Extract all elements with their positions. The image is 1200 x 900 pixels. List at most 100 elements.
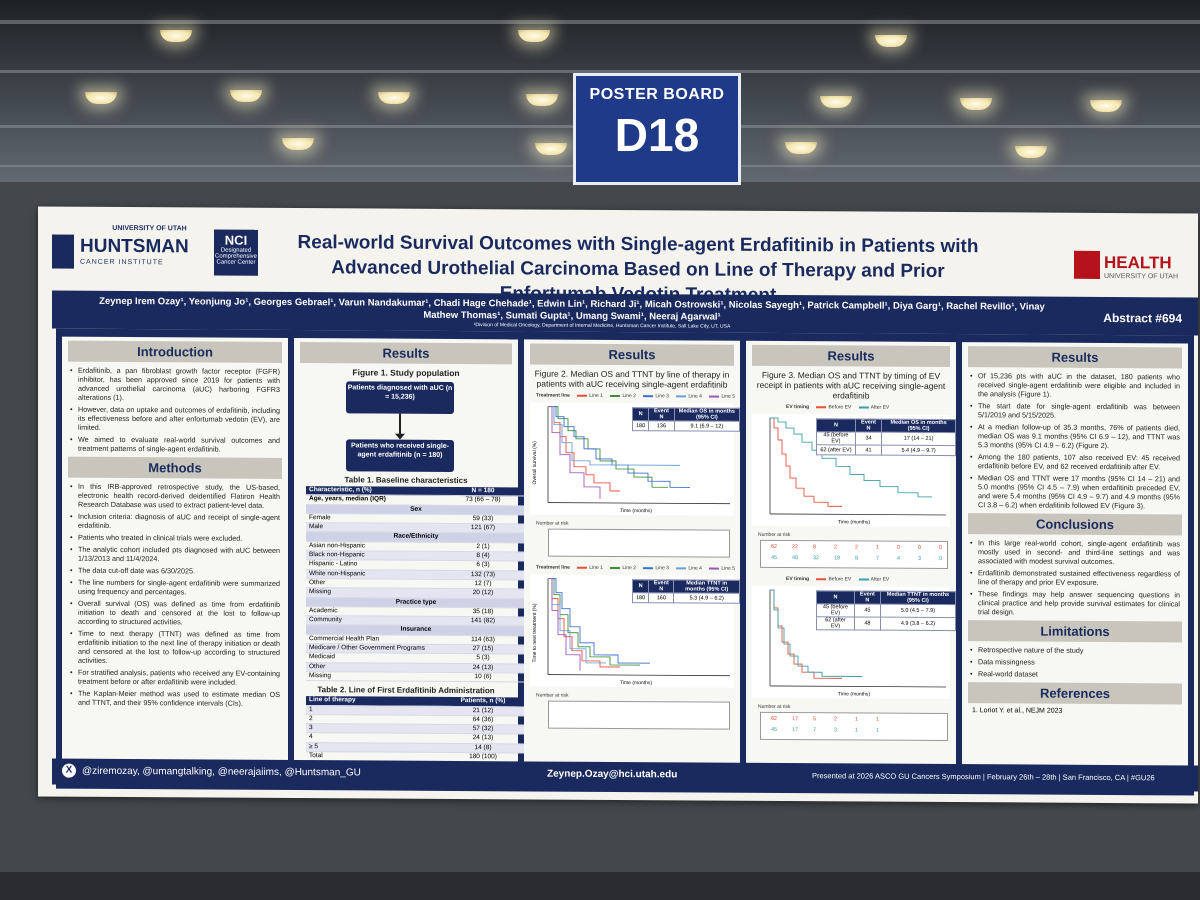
intro-header: Introduction [68,340,282,363]
row-value: 10 (6) [440,672,526,683]
risk-count: 40 [792,555,799,562]
bullet-item: We aimed to evaluate real-world survival… [78,435,280,454]
ceiling-light [960,98,992,110]
row-value: 21 (12) [440,705,526,716]
row-value: 141 (82) [440,616,526,627]
references-header: References [968,682,1182,705]
row-label: Age, years, median (IQR) [306,494,440,506]
column-summary: Results Of 15,236 pts with aUC in the da… [962,342,1188,774]
social-handles: @ziremozay, @umangtalking, @neerajaiims,… [82,765,361,779]
row-value: 24 (13) [440,663,526,673]
limitations-bullets: Retrospective nature of the study Data mi… [962,645,1188,679]
fig3-legend-top: EV timing Before EV After EV [786,404,890,411]
risk-count: 0 [918,544,922,551]
risk-count: 1 [855,716,859,723]
row-value: 14 (8) [440,743,526,753]
bullet-item: Of 15,236 pts with aUC in the dataset, 1… [978,371,1180,399]
ev-ttnt-summary-table: N Event N Median TTNT in months (95% CI) 4… [816,590,956,631]
huntsman-logo: UNIVERSITY OF UTAH HUNTSMAN CANCER INSTI… [52,225,258,280]
row-value: 114 (63) [440,635,526,645]
presented-at: Presented at 2026 ASCO GU Cancers Sympos… [812,771,1155,783]
row-label: Asian non-Hispanic [306,541,440,552]
bullet-item: Erdafitinib demonstrated sustained effec… [978,568,1180,587]
fig2-risk-label: Number at risk [536,520,569,527]
bullet-item: Erdafitinib, a pan fibroblast growth fac… [78,366,280,403]
ceiling-light [160,30,192,42]
row-value: 6 (3) [440,560,526,571]
risk-count: 17 [792,716,799,723]
km-ttnt-by-line: Time to next treatment (%) Time (months) [530,574,734,688]
risk-count: 4 [897,555,901,562]
km-os-by-line: Overall survival (%) Time (months) [530,402,734,516]
row-value: 5 (3) [440,653,526,664]
row-label: Medicaid [306,652,440,664]
bullet-item: Median OS and TTNT were 17 months (95% C… [978,473,1180,510]
ttnt-summary-table: N Event N Median TTNT in months (95% CI) 1… [632,579,740,604]
board-number: D18 [614,109,700,161]
intro-bullets: Erdafitinib, a pan fibroblast growth fac… [62,366,288,454]
km-os-by-ev: Time (months) [752,413,950,528]
author-list: Zeynep Irem Ozay¹, Yeonjung Jo¹, Georges… [99,295,1045,323]
row-value: 20 (12) [440,588,526,599]
bullet-item: The data cut-off date was 6/30/2025. [78,566,280,576]
row-label: Black non-Hispanic [306,550,440,561]
bullet-item: However, data on uptake and outcomes of … [78,405,280,433]
bullet-item: The analytic cohort included pts diagnos… [78,545,280,564]
y-axis-label: Overall survival (%) [532,441,538,485]
nci-badge: NCI Designated Comprehensive Cancer Cente… [214,229,258,276]
ev-os-summary-table: N Event N Median OS in months (95% CI) 45 … [816,418,956,456]
risk-count: 17 [792,727,799,734]
bullet-item: Inclusion criteria: diagnosis of aUC and… [78,512,280,531]
ceiling-light [230,90,262,102]
block-u-icon [1074,250,1100,279]
bullet-item: Real-world dataset [978,669,1180,679]
row-value: 24 (13) [440,733,526,744]
risk-count: 32 [813,555,820,562]
risk-count: 18 [834,555,841,562]
ceiling-light [820,96,852,108]
risk-count: 1 [855,727,859,734]
column-results-tables: Results Figure 1. Study population Patie… [294,338,526,770]
poster-body: Introduction Erdafitinib, a pan fibrobla… [56,328,1194,796]
table-row: Missing 10 (6) [306,671,526,683]
reference-item: 1. Loriot Y. et al., NEJM 2023 [972,707,1063,715]
row-label: Characteristic, n (%) [306,486,440,496]
row-label: Missing [306,671,440,682]
ev-risk-table-ttnt: 62 17 5 2 1 1 45 17 7 3 1 1 [760,711,948,742]
figure2-title: Figure 2. Median OS and TTNT by line of … [534,368,730,390]
risk-count: 7 [876,555,880,562]
huntsman-mark-icon [52,234,74,269]
risk-count: 22 [792,544,799,551]
bullet-item: At a median follow-up of 35.3 months, 76… [978,422,1180,450]
bullet-item: For stratified analysis, patients who re… [78,668,280,687]
u-health-logo: HEALTH UNIVERSITY OF UTAH [1074,250,1184,288]
risk-count: 1 [876,544,880,551]
poster-board-sign: POSTER BOARD D18 [573,73,741,185]
fig2-legend-top: Treatment line Line 1 Line 2 Line 3 Line… [536,392,735,400]
ceiling-light [518,30,550,42]
row-value: 132 (73) [440,570,526,580]
results1-header: Results [300,342,512,365]
row-label: Academic [306,606,440,617]
abstract-number: Abstract #694 [1103,310,1182,326]
row-value: 35 (18) [440,607,526,618]
risk-count: 1 [876,716,880,723]
ceiling-light [1090,100,1122,112]
row-value: 59 (33) [440,514,526,525]
column-figure3: Results Figure 3. Median OS and TTNT by … [746,340,956,773]
bullet-item: The start date for single-agent erdafiti… [978,401,1180,420]
risk-table-os [548,528,730,558]
bullet-item: Among the 180 patients, 107 also receive… [978,452,1180,471]
row-label: Commercial Health Plan [306,634,440,645]
flow-box-diagnosed: Patients diagnosed with aUC (n = 15,236) [346,381,454,414]
risk-count: 0 [939,544,943,551]
results2-header: Results [530,343,734,366]
results3-header: Results [752,344,950,368]
limitations-header: Limitations [968,620,1182,643]
column-figure2: Results Figure 2. Median OS and TTNT by … [524,339,740,771]
conclusions-bullets: In this large real-world cohort, single-… [962,538,1188,617]
scientific-poster: UNIVERSITY OF UTAH HUNTSMAN CANCER INSTI… [38,206,1198,804]
row-label: Hispanic - Latino [306,559,440,571]
conclusions-header: Conclusions [968,513,1182,536]
